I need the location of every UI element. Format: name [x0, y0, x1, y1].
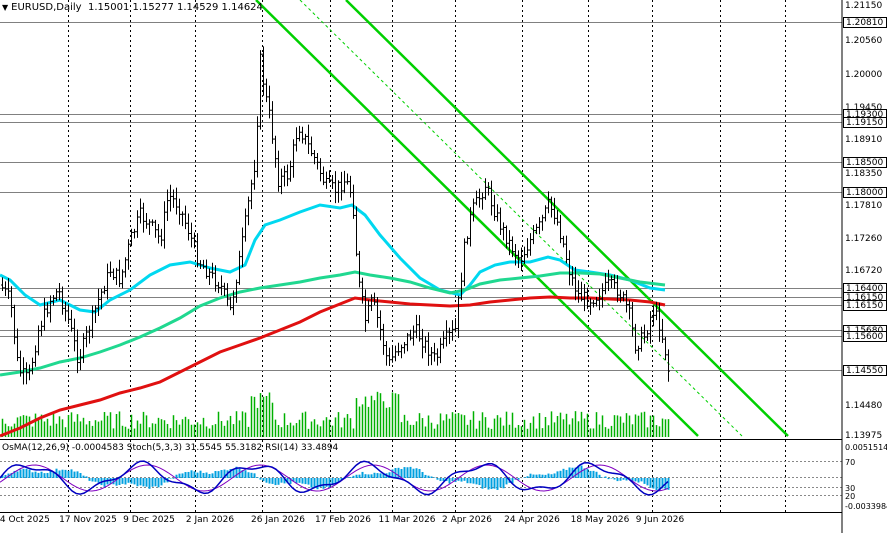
price-tick-label: 1.18910 — [845, 135, 883, 146]
channel-line-lower — [255, 0, 699, 437]
date-tick-label: 17 Nov 2025 — [59, 515, 117, 525]
date-tick-label: 24 Oct 2025 — [0, 515, 50, 525]
price-tick-label: 1.19450 — [845, 102, 883, 113]
indicator-level-30: 30 — [845, 484, 856, 493]
date-tick-label: 24 Apr 2026 — [504, 515, 560, 525]
indicator-level-70: 70 — [845, 458, 856, 467]
indicator-subwindow — [0, 460, 670, 496]
indicator-header: OsMA(12,26,9) -0.0004583 Stoch(5,3,3) 31… — [2, 443, 338, 453]
ema-fast-line — [0, 203, 666, 314]
stoch-label: Stoch(5,3,3) 31.5545 55.3182 — [126, 443, 263, 453]
price-tick-label: 1.16720 — [845, 266, 883, 277]
indicator-scale-bottom: -0.0033984 — [845, 502, 887, 511]
moving-averages — [0, 203, 666, 438]
ema-slow-line — [0, 295, 666, 438]
date-tick-label: 9 Jun 2026 — [635, 515, 685, 525]
price-tick-label: 1.20000 — [845, 69, 883, 80]
level-price-label: 1.16150 — [843, 300, 887, 311]
price-tick-label: 1.14480 — [845, 400, 883, 411]
channel-line-upper — [345, 0, 789, 437]
stoch-main-line — [0, 460, 669, 496]
level-price-label: 1.18500 — [843, 157, 887, 168]
volume-bars — [1, 391, 670, 437]
level-price-label: 1.18000 — [843, 187, 887, 198]
price-tick-label: 1.17260 — [845, 234, 883, 245]
chart-header: ▼ EURUSD,Daily 1.15001 1.15277 1.14529 1.… — [2, 2, 263, 13]
date-tick-label: 18 May 2026 — [570, 515, 630, 525]
price-tick-label: 1.21150 — [845, 1, 883, 11]
date-tick-label: 9 Dec 2025 — [123, 515, 175, 525]
date-tick-label: 17 Feb 2026 — [314, 515, 372, 525]
horizontal-levels — [0, 22, 842, 371]
indicator-scale-top: 0.0051514 — [845, 443, 887, 452]
osma-label: OsMA(12,26,9) -0.0004583 — [2, 443, 124, 453]
price-tick-label: 1.13975 — [845, 431, 883, 441]
chart-grid — [0, 0, 842, 512]
price-tick-label: 1.18350 — [845, 168, 883, 179]
date-tick-label: 11 Mar 2026 — [378, 515, 436, 525]
price-tick-label: 1.17810 — [845, 201, 883, 212]
price-tick-label: 1.20560 — [845, 36, 883, 47]
indicator-level-20: 20 — [845, 492, 856, 501]
date-tick-label: 2 Jan 2026 — [185, 515, 235, 525]
ohlc-values: 1.15001 1.15277 1.14529 1.14624 — [87, 2, 263, 13]
level-price-label: 1.19150 — [843, 117, 887, 128]
price-bars — [1, 46, 670, 385]
level-price-label: 1.14550 — [843, 365, 887, 376]
level-price-label: 1.20810 — [843, 17, 887, 28]
dropdown-triangle-icon[interactable]: ▼ — [2, 3, 9, 12]
date-tick-label: 2 Apr 2026 — [442, 515, 492, 525]
rsi-label: RSI(14) 33.4894 — [265, 443, 339, 453]
level-price-label: 1.15600 — [843, 331, 887, 342]
symbol-label: EURUSD,Daily — [11, 2, 82, 13]
date-tick-label: 26 Jan 2026 — [251, 515, 305, 525]
ema-mid-line — [0, 270, 666, 377]
